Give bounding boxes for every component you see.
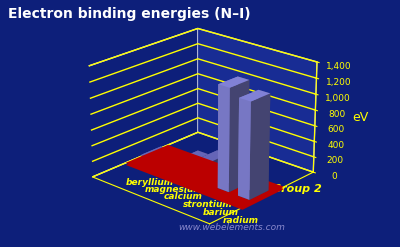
Text: www.webelements.com: www.webelements.com [178,223,286,232]
Text: Electron binding energies (N–I): Electron binding energies (N–I) [8,7,251,21]
